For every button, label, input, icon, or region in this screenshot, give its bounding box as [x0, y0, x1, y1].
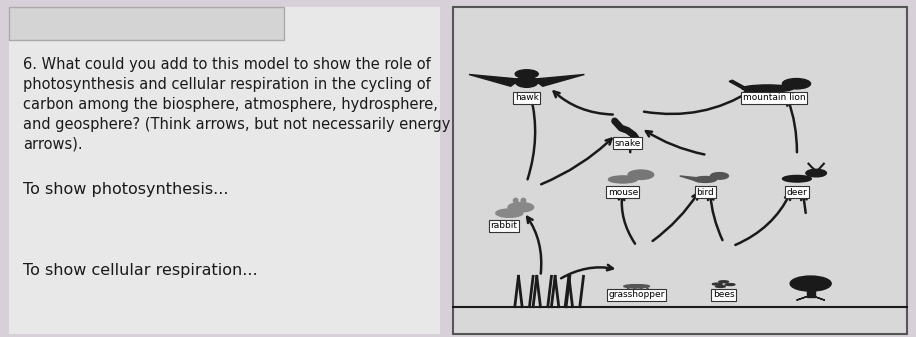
Circle shape [711, 173, 728, 179]
Circle shape [628, 170, 654, 179]
Ellipse shape [514, 198, 518, 203]
Circle shape [782, 79, 811, 89]
Text: mountain lion: mountain lion [743, 93, 805, 102]
Circle shape [791, 276, 831, 291]
Ellipse shape [719, 281, 728, 283]
FancyBboxPatch shape [9, 7, 284, 40]
Ellipse shape [608, 176, 638, 183]
Text: 6. What could you add to this model to show the role of
photosynthesis and cellu: 6. What could you add to this model to s… [23, 57, 451, 152]
Polygon shape [680, 176, 702, 182]
Polygon shape [469, 74, 520, 86]
Polygon shape [729, 80, 746, 89]
Circle shape [508, 203, 534, 212]
Ellipse shape [624, 285, 649, 288]
Text: snake: snake [615, 139, 640, 148]
Ellipse shape [782, 176, 812, 182]
FancyBboxPatch shape [453, 7, 907, 334]
Text: mouse: mouse [607, 188, 638, 196]
Text: hawk: hawk [515, 93, 539, 102]
Text: rabbit: rabbit [490, 221, 518, 230]
FancyBboxPatch shape [9, 7, 440, 334]
Ellipse shape [725, 284, 735, 285]
Ellipse shape [713, 283, 722, 285]
Ellipse shape [742, 85, 793, 92]
Ellipse shape [715, 285, 725, 287]
Bar [807, 289, 814, 297]
Text: bird: bird [696, 188, 714, 196]
Ellipse shape [496, 209, 523, 217]
Polygon shape [797, 297, 807, 300]
Text: grasshopper: grasshopper [608, 290, 665, 299]
Text: bees: bees [713, 290, 735, 299]
Polygon shape [533, 74, 584, 86]
Ellipse shape [516, 77, 538, 87]
Polygon shape [814, 297, 824, 300]
Circle shape [806, 169, 826, 177]
Ellipse shape [521, 198, 526, 203]
Text: To show cellular respiration...: To show cellular respiration... [23, 263, 257, 278]
Circle shape [515, 70, 539, 78]
Ellipse shape [694, 177, 716, 182]
Text: deer: deer [787, 188, 807, 196]
Text: To show photosynthesis...: To show photosynthesis... [23, 182, 228, 197]
